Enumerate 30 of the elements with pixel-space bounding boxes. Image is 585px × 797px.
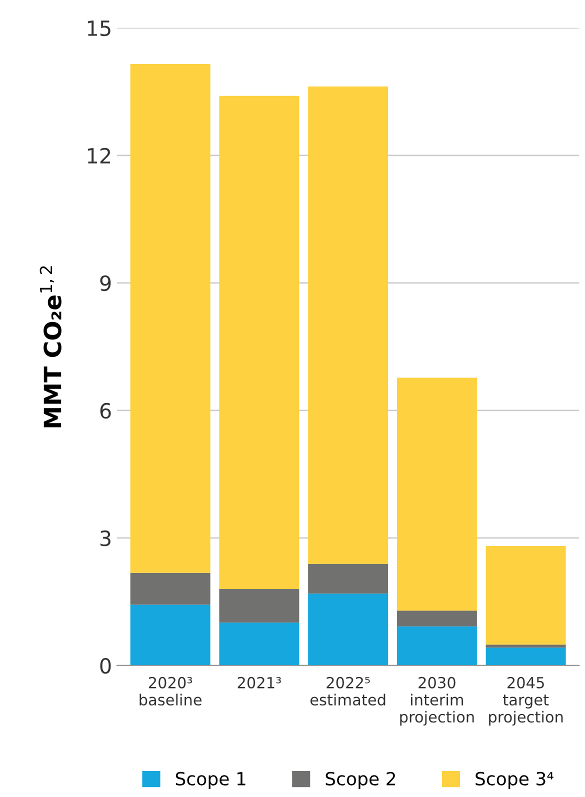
x-tick-label: 2022⁵ estimated (310, 676, 386, 706)
y-tick-label: 3 (100, 530, 110, 546)
y-tick-label: 9 (100, 275, 111, 292)
bar (130, 64, 210, 573)
legend-label: Scope 2 (326, 772, 396, 790)
bar (396, 626, 477, 666)
x-tick-label: 2021³ (238, 676, 281, 688)
bar (308, 86, 388, 564)
y-tick-label: 15 (88, 20, 110, 36)
bar (130, 604, 210, 666)
bar (486, 644, 566, 648)
bar (396, 610, 477, 626)
y-tick-label: 6 (100, 402, 111, 419)
x-tick-label: 2045 target projection (489, 676, 563, 726)
bar (308, 564, 388, 594)
bar (219, 588, 300, 623)
bar (219, 96, 300, 589)
bar (396, 378, 477, 611)
bar (308, 594, 388, 666)
legend-label: Scope 1 (176, 772, 246, 790)
bar (486, 648, 566, 666)
bar (219, 622, 300, 666)
x-tick-label: 2030 interim projection (400, 676, 474, 726)
y-tick-label: 12 (88, 148, 110, 164)
bar (486, 546, 566, 645)
legend-label: Scope 3⁴ (476, 772, 554, 790)
y-tick-label: 0 (100, 658, 111, 674)
bar (130, 572, 210, 605)
x-tick-label: 2020³ baseline (140, 676, 202, 706)
y-axis-title: MMT CO₂e$^{1,2}$ (40, 266, 62, 428)
